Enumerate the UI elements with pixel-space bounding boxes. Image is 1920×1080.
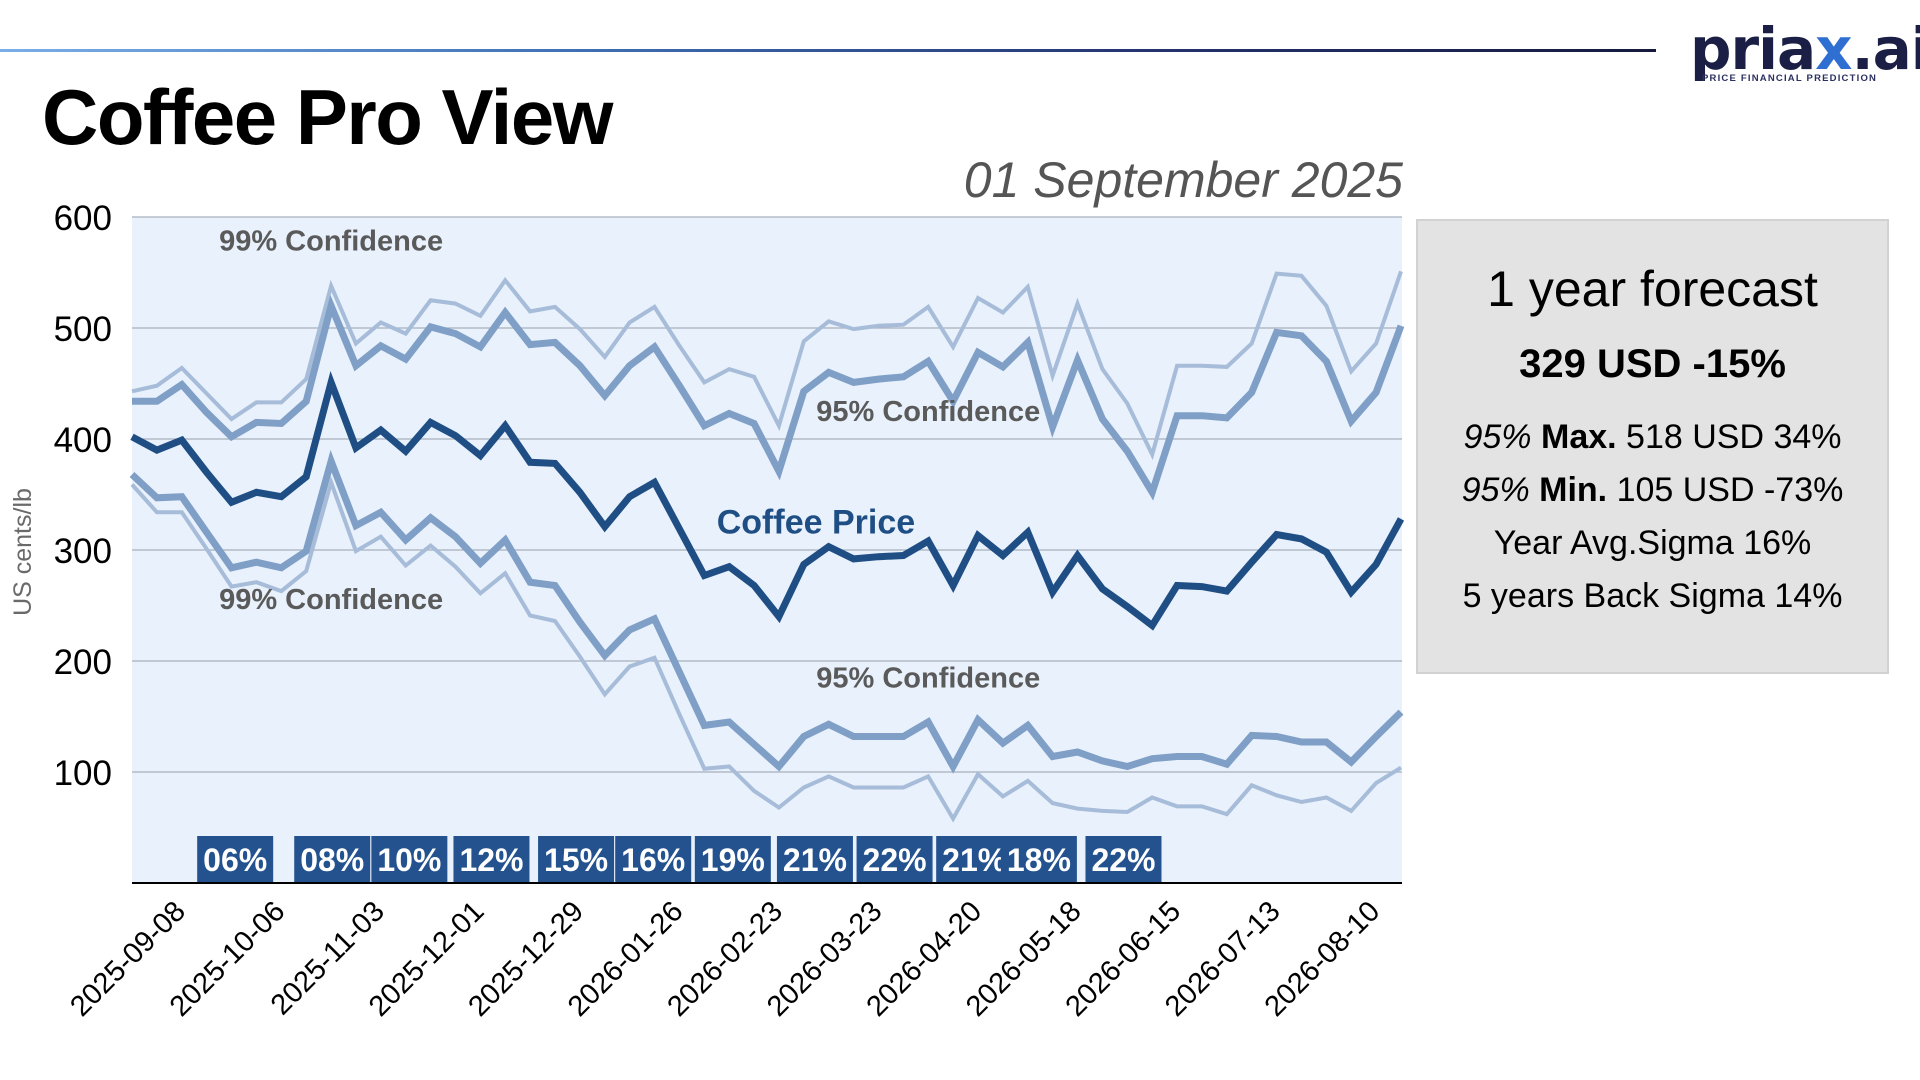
priax-logo: priax.ai PRICE FINANCIAL PREDICTION [1690,20,1920,86]
sigma-badge-label: 10% [377,842,441,878]
series-95-lower [129,450,1404,774]
confidence-label: 95% Confidence [816,396,1040,428]
y-tick-label: 200 [54,643,112,682]
year-sigma: Year Avg.Sigma 16% [1493,524,1812,562]
sigma-badge: 16% [615,836,692,882]
sigma-badge: 21% [936,836,1013,882]
series-99-lower [130,475,1403,823]
confidence-label: 95% Confidence [816,663,1040,695]
y-tick-label: 100 [54,754,112,793]
sigma-badge-bg [615,836,692,882]
sigma-badge-bg [294,836,371,882]
sigma-badge-label: 22% [863,842,927,878]
sigma-badge: 19% [694,836,771,882]
sigma-badge-bg [1000,836,1077,882]
coffee-price-label: Coffee Price [717,503,915,541]
sigma-badge-bg [856,836,933,882]
logo-wordmark: priax.ai [1690,20,1920,78]
sigma-badge-label: 21% [783,842,847,878]
sigma-badge: 18% [1000,836,1077,882]
y-tick-label: 400 [54,421,112,460]
series-coffee-price [130,370,1405,631]
max-confidence: 95% [1463,418,1532,456]
sigma-badge: 10% [371,836,448,882]
report-date: 01 September 2025 [963,152,1403,208]
sigma-badge-bg [538,836,615,882]
sigma-badge: 15% [538,836,615,882]
series-99-upper [131,270,1403,461]
forecast-panel-title: 1 year forecast [1487,261,1818,317]
confidence-label: 99% Confidence [219,225,443,257]
sigma-badge-label: 19% [701,842,765,878]
min-value: 105 USD -73% [1616,471,1844,509]
sigma-badge-label: 18% [1007,842,1071,878]
forecast-min-line: 95% Min. 105 USD -73% [1418,464,1887,517]
sigma-badge-bg [936,836,1013,882]
logo-tagline: PRICE FINANCIAL PREDICTION [1702,73,1878,84]
logo-accent: x [1815,15,1852,83]
sigma-badge-label: 21% [942,842,1006,878]
sigma-badge-bg [371,836,448,882]
sigma-badge: 08% [294,836,371,882]
max-label: Max. [1541,418,1617,456]
forecast-panel: 1 year forecast 329 USD -15% 95% Max. 51… [1416,219,1889,674]
sigma-badge-label: 15% [544,842,608,878]
min-confidence: 95% [1461,471,1530,509]
sigma-badge-label: 22% [1091,842,1155,878]
forecast-headline: 329 USD -15% [1519,342,1786,386]
back-sigma: 5 years Back Sigma 14% [1462,577,1843,615]
sigma-badge-bg [776,836,853,882]
forecast-max-line: 95% Max. 518 USD 34% [1418,411,1887,464]
header-divider [0,49,1656,52]
sigma-badge: 06% [197,836,274,882]
y-tick-label: 500 [54,310,112,349]
logo-prefix: pria [1690,15,1816,83]
page-title: Coffee Pro View [42,73,613,161]
sigma-badge-label: 08% [300,842,364,878]
sigma-badge: 22% [856,836,933,882]
sigma-badge: 22% [1085,836,1162,882]
series-95-upper [132,294,1405,501]
sigma-badge-bg [453,836,530,882]
y-tick-label: 300 [54,532,112,571]
logo-suffix: .ai [1851,15,1920,83]
sigma-badge-bg [694,836,771,882]
y-axis-label: US cents/lb [9,488,37,616]
sigma-badge-label: 06% [203,842,267,878]
sigma-badge-label: 12% [459,842,523,878]
sigma-badge-bg [197,836,274,882]
sigma-badge-bg [1085,836,1162,882]
min-label: Min. [1539,471,1608,509]
sigma-badge: 12% [453,836,530,882]
max-value: 518 USD 34% [1626,418,1842,456]
y-tick-label: 600 [54,199,112,238]
confidence-label: 99% Confidence [219,584,443,616]
sigma-badge-label: 16% [621,842,685,878]
sigma-badge: 21% [776,836,853,882]
